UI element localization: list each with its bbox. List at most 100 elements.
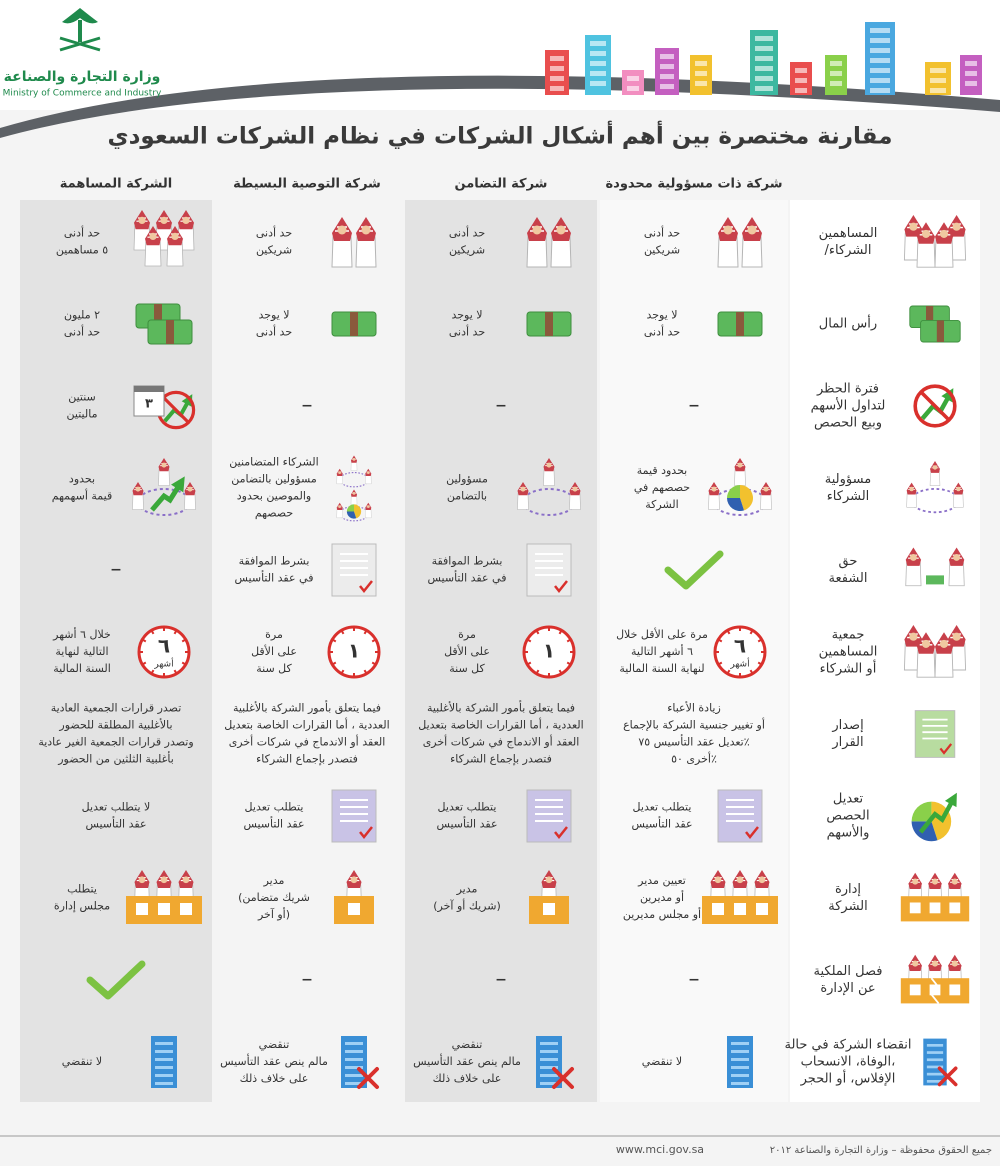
- person: [741, 217, 763, 268]
- icon-doc-check: [331, 543, 377, 597]
- window: [870, 48, 890, 53]
- icon-clock: ١: [327, 625, 381, 679]
- row-label: فترة الحظر: [816, 382, 879, 397]
- person-body: [365, 474, 372, 484]
- cell-text: يتطلب تعديل: [633, 801, 692, 814]
- clock-tick: [535, 669, 540, 675]
- cell-text: (شريك متضامن: [238, 891, 310, 904]
- cell-text: فتصدر بإجماع الشركاء: [450, 753, 552, 766]
- clock-tick: [181, 638, 187, 643]
- person-face: [556, 225, 566, 235]
- cell-text: الشركاء المتضامنين: [229, 456, 318, 469]
- clock-tick: [566, 638, 572, 643]
- person: [336, 502, 343, 518]
- person-face: [338, 471, 342, 474]
- cell-text: يتطلب تعديل: [245, 801, 304, 814]
- cell-text: العقد أو الاندماج في شركات أخرى: [423, 735, 580, 749]
- dash: –: [302, 967, 313, 992]
- person-face: [149, 232, 157, 240]
- person: [717, 217, 739, 268]
- dash: –: [496, 967, 507, 992]
- person-face: [532, 225, 542, 235]
- pie-slice: [911, 801, 932, 822]
- tower-stripe: [731, 1074, 749, 1077]
- cell-text: شريكين: [644, 244, 680, 257]
- cell-text: زيادة الأعباء: [667, 701, 721, 715]
- person-face: [160, 876, 168, 884]
- desk-paper: [929, 902, 941, 914]
- person-face: [909, 486, 914, 492]
- person-face: [909, 632, 918, 641]
- window: [755, 66, 773, 71]
- person-face: [138, 216, 146, 224]
- clock-unit: أشهر: [729, 658, 749, 670]
- tower-stripe: [926, 1080, 944, 1083]
- ring-group: [336, 489, 372, 522]
- window: [870, 88, 890, 93]
- cell-text: مرة: [265, 628, 283, 641]
- icon-clock: ١: [522, 625, 576, 679]
- person-body: [350, 495, 358, 505]
- window: [795, 68, 807, 73]
- tower-stripe: [540, 1082, 558, 1085]
- column-header: شركة التضامن: [455, 177, 548, 192]
- clock-tick: [141, 661, 147, 666]
- person-face: [711, 486, 717, 492]
- window: [830, 71, 842, 76]
- check-mark: [86, 960, 146, 1000]
- person-face: [135, 486, 141, 492]
- clock-tick: [331, 638, 337, 643]
- person-body: [760, 492, 772, 510]
- banknote-band: [936, 320, 944, 342]
- tower-stripe: [540, 1074, 558, 1077]
- person-body: [331, 236, 353, 268]
- row-label: الشركاء: [827, 489, 870, 504]
- person: [365, 502, 372, 518]
- cell-text: يتطلب: [67, 883, 97, 896]
- row-label: حق: [839, 554, 858, 569]
- cell-text: العددية ، أما القرارات الخاصة بتعديل: [418, 718, 583, 732]
- person-body: [741, 236, 763, 268]
- person-body: [916, 649, 936, 678]
- cell-text: مرة: [458, 628, 476, 641]
- cell-text: والموصين بحدود: [237, 490, 311, 503]
- icon-people2: [331, 217, 377, 268]
- window: [755, 46, 773, 51]
- window: [795, 78, 807, 83]
- person-face: [366, 505, 370, 508]
- window: [830, 61, 842, 66]
- person: [929, 461, 941, 486]
- icon-circle-small: [336, 455, 372, 522]
- person: [934, 222, 954, 268]
- ministry-ar: وزارة التجارة والصناعة: [4, 69, 161, 85]
- cell-text: التالية لنهاية: [55, 645, 108, 658]
- footer-rights: جميع الحقوق محفوظة – وزارة التجارة والصن…: [770, 1145, 992, 1156]
- cell-text: تنقضي: [452, 1038, 483, 1051]
- pie-slice: [727, 485, 740, 498]
- person-face: [350, 876, 358, 884]
- row-label: انقضاء الشركة في حالة: [784, 1038, 911, 1053]
- icon-box1: [529, 870, 569, 924]
- person: [934, 632, 954, 678]
- pie-slice: [740, 485, 753, 511]
- person-face: [939, 639, 949, 648]
- split-crack: [930, 977, 940, 1004]
- document-mark: [745, 826, 759, 840]
- person-face: [909, 554, 917, 561]
- person-body: [158, 468, 170, 486]
- cell-text: عقد التأسيس: [436, 816, 497, 831]
- person: [550, 217, 572, 268]
- icon-building-x: [341, 1036, 379, 1089]
- person-face: [736, 876, 744, 884]
- person-body: [526, 236, 548, 268]
- person-face: [932, 465, 938, 470]
- cell-text: كل سنة: [449, 662, 485, 675]
- icon-building: [727, 1036, 753, 1088]
- icon-people-money: [905, 547, 965, 587]
- cell-text: مجلس إدارة: [54, 900, 110, 913]
- person-face: [160, 216, 168, 224]
- banknote: [926, 575, 944, 585]
- window: [550, 86, 564, 91]
- person-face: [338, 505, 342, 508]
